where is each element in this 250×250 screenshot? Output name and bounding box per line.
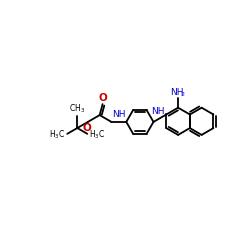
Text: CH$_3$: CH$_3$ xyxy=(69,103,85,115)
Text: NH: NH xyxy=(170,88,184,97)
Text: O: O xyxy=(98,93,107,103)
Text: 2: 2 xyxy=(180,92,184,96)
Text: H$_3$C: H$_3$C xyxy=(49,128,65,141)
Text: H$_3$C: H$_3$C xyxy=(89,128,106,141)
Text: NH: NH xyxy=(112,110,126,120)
Text: O: O xyxy=(83,124,92,134)
Text: NH: NH xyxy=(151,107,165,116)
